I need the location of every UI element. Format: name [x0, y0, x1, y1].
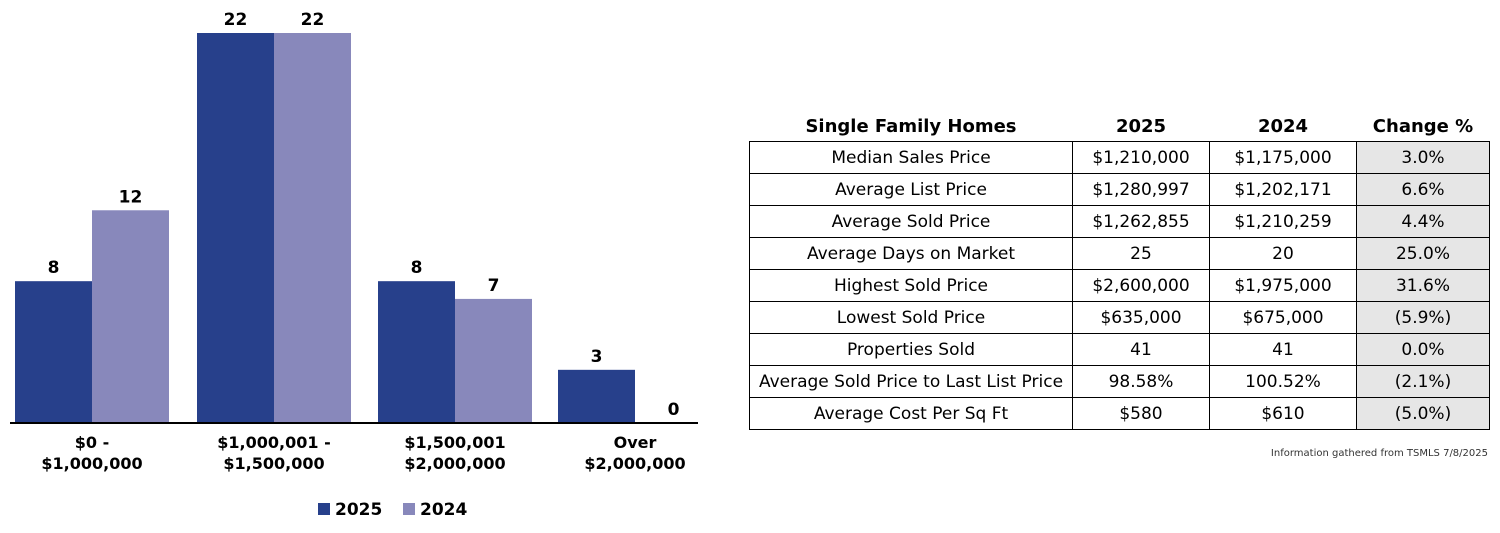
- cell-value-2025: 41: [1072, 333, 1210, 366]
- data-label: 8: [48, 258, 60, 278]
- source-note: Information gathered from TSMLS 7/8/2025: [1270, 448, 1488, 459]
- bar-2025-0: [15, 281, 92, 423]
- cell-value-2024: 20: [1209, 237, 1357, 270]
- cell-value-2024: $1,202,171: [1209, 173, 1357, 206]
- x-tick-label: Over $2,000,000: [584, 433, 685, 473]
- cell-value-2025: 98.58%: [1072, 365, 1210, 398]
- table-row: Average Sold Price to Last List Price 98.…: [749, 365, 1490, 398]
- cell-change: (2.1%): [1356, 365, 1490, 398]
- bar-2025-1: [197, 33, 274, 423]
- data-label: 12: [119, 187, 143, 207]
- cell-value-2024: 41: [1209, 333, 1357, 366]
- table-row: Average List Price $1,280,997 $1,202,171 6.…: [749, 173, 1490, 206]
- cell-value-2024: $675,000: [1209, 301, 1357, 334]
- bar-2024-1: [274, 33, 351, 423]
- header-change: Change %: [1372, 115, 1474, 137]
- bar-2025-2: [378, 281, 455, 423]
- x-tick-label: $0 -$1,000,000: [41, 433, 142, 473]
- cell-label: Average Sold Price: [749, 205, 1073, 238]
- cell-change: 6.6%: [1356, 173, 1490, 206]
- table-row: Average Sold Price $1,262,855 $1,210,259 4.…: [749, 205, 1490, 238]
- data-label: 3: [591, 347, 603, 367]
- data-label: 22: [224, 10, 248, 30]
- cell-value-2024: $1,175,000: [1209, 141, 1357, 174]
- cell-change: 0.0%: [1356, 333, 1490, 366]
- cell-value-2025: $2,600,000: [1072, 269, 1210, 302]
- cell-value-2025: $1,262,855: [1072, 205, 1210, 238]
- cell-label: Average Sold Price to Last List Price: [749, 365, 1073, 398]
- table-row: Lowest Sold Price $635,000 $675,000 (5.9%): [749, 301, 1490, 334]
- header-2024: 2024: [1257, 115, 1309, 137]
- bar-2024-2: [455, 298, 532, 423]
- cell-value-2024: $610: [1209, 397, 1357, 430]
- cell-change: 31.6%: [1356, 269, 1490, 302]
- legend-label-2024: 2024: [420, 500, 467, 520]
- legend-swatch-2024: [403, 503, 415, 515]
- cell-value-2025: $635,000: [1072, 301, 1210, 334]
- cell-label: Average Days on Market: [749, 237, 1073, 270]
- cell-value-2025: $580: [1072, 397, 1210, 430]
- cell-label: Average Cost Per Sq Ft: [749, 397, 1073, 430]
- cell-label: Median Sales Price: [749, 141, 1073, 174]
- cell-label: Average List Price: [749, 173, 1073, 206]
- legend-swatch-2025: [318, 503, 330, 515]
- header-2025: 2025: [1115, 115, 1167, 137]
- cell-label: Properties Sold: [749, 333, 1073, 366]
- cell-change: 3.0%: [1356, 141, 1490, 174]
- data-label: 0: [668, 400, 680, 420]
- x-tick-label: $1,500,001 $2,000,000: [404, 433, 505, 473]
- bar-2024-0: [92, 210, 169, 423]
- cell-value-2025: 25: [1072, 237, 1210, 270]
- cell-change: (5.9%): [1356, 301, 1490, 334]
- cell-value-2024: $1,210,259: [1209, 205, 1357, 238]
- table-row: Median Sales Price $1,210,000 $1,175,000 3.…: [749, 141, 1490, 174]
- table-row: Highest Sold Price $2,600,000 $1,975,000 31…: [749, 269, 1490, 302]
- data-label: 8: [411, 258, 423, 278]
- cell-change: 25.0%: [1356, 237, 1490, 270]
- cell-value-2024: $1,975,000: [1209, 269, 1357, 302]
- data-label: 22: [301, 10, 325, 30]
- stats-table: Single Family Homes 2025 2024 Change % M…: [749, 111, 1490, 430]
- data-label: 7: [488, 276, 500, 296]
- cell-change: (5.0%): [1356, 397, 1490, 430]
- cell-change: 4.4%: [1356, 205, 1490, 238]
- bar-2025-3: [558, 369, 635, 423]
- cell-value-2024: 100.52%: [1209, 365, 1357, 398]
- cell-value-2025: $1,280,997: [1072, 173, 1210, 206]
- cell-value-2025: $1,210,000: [1072, 141, 1210, 174]
- bar-chart: 8 22 8 3 12 22 7 0 $0 -$1,000,000 $1,000,001 -$1,…: [10, 10, 698, 520]
- cell-label: Highest Sold Price: [749, 269, 1073, 302]
- cell-label: Lowest Sold Price: [749, 301, 1073, 334]
- table-row: Average Cost Per Sq Ft $580 $610 (5.0%): [749, 397, 1490, 430]
- table-row: Average Days on Market 25 20 25.0%: [749, 237, 1490, 270]
- x-tick-label: $1,000,001 -$1,500,000: [217, 433, 330, 473]
- table-header-row: Single Family Homes 2025 2024 Change %: [750, 111, 1490, 142]
- header-category: Single Family Homes: [805, 115, 1017, 137]
- legend-label-2025: 2025: [335, 500, 382, 520]
- table-row: Properties Sold 41 41 0.0%: [749, 333, 1490, 366]
